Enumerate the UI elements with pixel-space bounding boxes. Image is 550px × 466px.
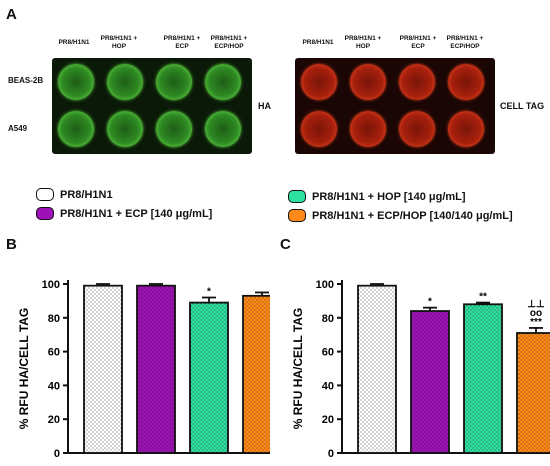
legend-label: PR8/H1N1 + ECP/HOP [140/140 μg/mL] [312,209,513,222]
significance-label: ⊥⊥ [527,299,545,310]
legend-label: PR8/H1N1 + ECP [140 μg/mL] [60,207,213,220]
chart-b: % RFU HA/CELL TAG 0 20 40 60 80 100 * [17,279,270,460]
ha-label: HA [258,101,271,111]
row-label-beas2b: BEAS-2B [8,76,44,85]
cell-tag-label: CELL TAG [500,101,545,111]
panel-c-letter: C [280,236,291,253]
y-axis-title: % RFU HA/CELL TAG [17,308,31,430]
legend-item: PR8/H1N1 + ECP/HOP [140/140 μg/mL] [288,209,513,222]
ha-stain-plate [52,58,252,154]
panel-b-letter: B [6,236,17,253]
legend-item: PR8/H1N1 + HOP [140 μg/mL] [288,190,466,203]
legend-label: PR8/H1N1 + HOP [140 μg/mL] [312,190,466,203]
y-tick-label: 100 [316,279,334,291]
well [448,64,484,100]
bar [136,284,176,454]
bar [516,332,550,454]
bar [242,294,270,454]
significance-label: * [207,287,211,298]
column-label: PR8/H1N1 [58,39,90,46]
well [399,111,435,147]
column-label: PR8/H1N1 + ECP/HOP [210,35,248,50]
bar [410,310,450,454]
legend-swatch [36,207,54,220]
significance-label: *** [530,317,542,328]
column-label: PR8/H1N1 + ECP [399,35,437,50]
well [399,64,435,100]
well [156,64,192,100]
well [58,111,94,147]
y-tick-label: 60 [322,347,334,359]
legend-swatch [288,209,306,222]
column-label: PR8/H1N1 + ECP [163,35,201,50]
well [301,64,337,100]
y-tick-label: 80 [48,313,60,325]
bar [463,303,503,454]
y-tick-label: 40 [322,380,334,392]
bar [83,284,123,454]
legend-swatch [36,188,54,201]
y-tick-label: 0 [54,448,60,460]
legend-label: PR8/H1N1 [60,188,113,201]
bar [357,284,397,454]
column-label: PR8/H1N1 + HOP [100,35,138,50]
well [205,64,241,100]
legend-item: PR8/H1N1 [36,188,113,201]
well [156,111,192,147]
cell-tag-stain-plate [295,58,495,154]
y-tick-label: 20 [48,414,60,426]
significance-label: oo [530,308,542,319]
well [350,111,386,147]
significance-label: * [428,297,432,308]
significance-label: ** [479,292,487,303]
column-label: PR8/H1N1 [302,39,334,46]
well [107,111,143,147]
legend-swatch [288,190,306,203]
column-label: PR8/H1N1 + ECP/HOP [446,35,484,50]
well [448,111,484,147]
y-tick-label: 40 [48,380,60,392]
well [350,64,386,100]
bar [189,301,229,454]
y-tick-label: 100 [42,279,60,291]
y-tick-label: 60 [48,347,60,359]
legend-item: PR8/H1N1 + ECP [140 μg/mL] [36,207,212,220]
well [301,111,337,147]
well [58,64,94,100]
y-tick-label: 80 [322,313,334,325]
y-tick-label: 0 [328,448,334,460]
row-label-a549: A549 [8,124,28,133]
y-axis-title: % RFU HA/CELL TAG [291,308,305,430]
well [107,64,143,100]
well [205,111,241,147]
panel-a-letter: A [6,6,17,23]
y-tick-label: 20 [322,414,334,426]
column-label: PR8/H1N1 + HOP [344,35,382,50]
